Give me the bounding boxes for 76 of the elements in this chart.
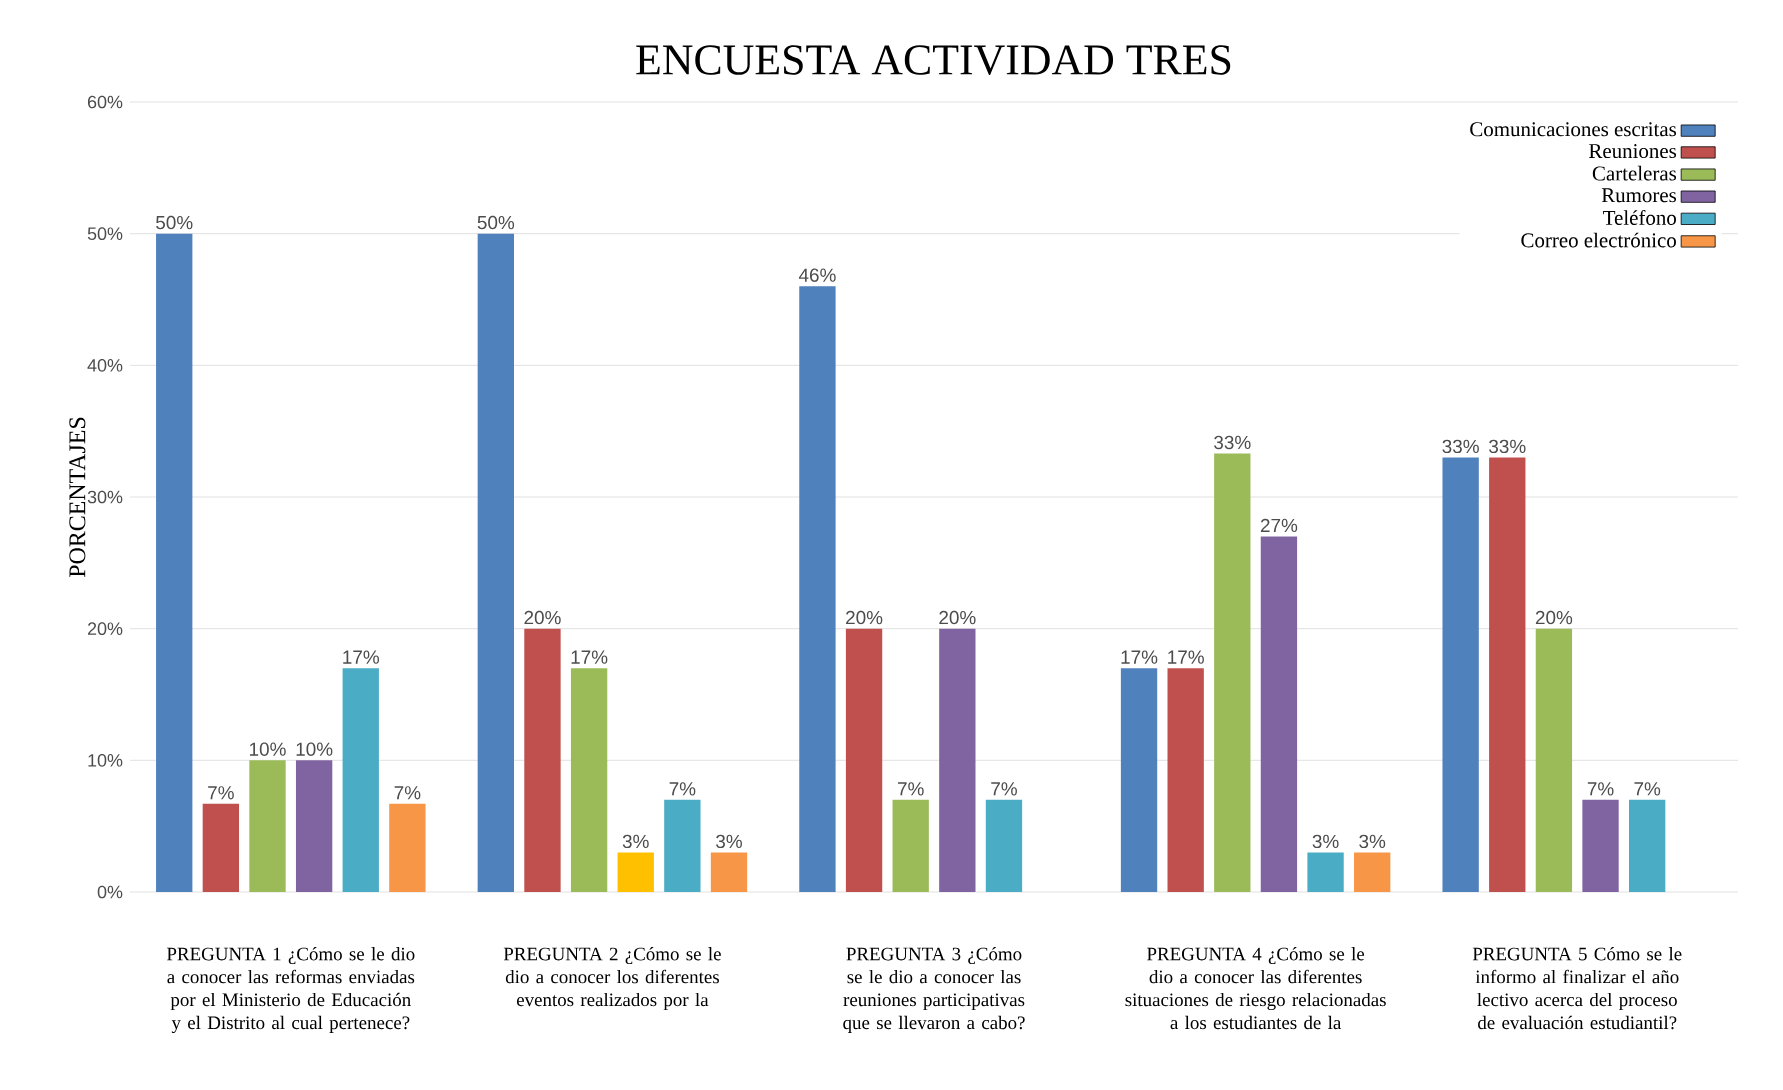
y-tick-label: 0%	[97, 885, 123, 899]
bar	[1307, 852, 1344, 892]
bar	[1442, 457, 1479, 892]
chart-title: ENCUESTA ACTIVIDAD TRES	[636, 45, 1231, 75]
data-label: 7%	[897, 782, 924, 796]
data-label: 20%	[1535, 610, 1573, 625]
bar	[664, 799, 701, 892]
x-tick-label: PREGUNTA 5 Cómo se le informo al finalizar el año lectivo acerca del proceso de evaluación estudiantil?	[1472, 947, 1682, 1030]
bar	[1629, 799, 1666, 892]
data-label: 33%	[1214, 435, 1251, 450]
legend-label: Carteleras	[1592, 165, 1677, 181]
bar	[477, 233, 514, 892]
x-tick-label: PREGUNTA 3 ¿Cómo se le dio a conocer las reuniones participativas que se llevaron a cabo?	[843, 947, 1025, 1033]
bar	[295, 760, 333, 892]
data-label: 17%	[1121, 650, 1158, 664]
data-label: 17%	[1168, 650, 1204, 664]
x-tick-label: PREGUNTA 1 ¿Cómo se le dio a conocer las reformas enviadas por el Ministerio de Educación y el Distrito al cual pertenece?	[166, 947, 415, 1034]
x-tick-label: PREGUNTA 2 ¿Cómo se le dio a conocer los diferentes eventos realizados por la	[503, 947, 721, 1011]
data-label: 7%	[1634, 782, 1661, 796]
bar	[617, 852, 654, 892]
data-label: 27%	[1260, 518, 1298, 533]
legend-label: Teléfono	[1603, 209, 1676, 225]
bar	[1582, 799, 1619, 892]
y-tick-label: 40%	[87, 358, 123, 372]
y-tick-label: 50%	[87, 227, 123, 241]
data-label: 17%	[571, 650, 608, 664]
data-label: 10%	[296, 742, 333, 756]
bar	[156, 233, 193, 892]
legend-label: Correo electrónico	[1521, 232, 1676, 248]
bar	[1535, 628, 1573, 892]
data-label: 7%	[669, 782, 696, 796]
y-tick-label: 20%	[87, 622, 123, 636]
data-label: 3%	[622, 834, 649, 849]
data-label: 20%	[524, 610, 561, 625]
data-label: 46%	[798, 268, 836, 282]
bar	[1489, 457, 1526, 892]
data-label: 50%	[156, 215, 193, 230]
data-label: 7%	[208, 786, 234, 800]
data-label: 50%	[477, 215, 515, 230]
data-label: 17%	[343, 650, 380, 664]
data-label: 3%	[1312, 834, 1339, 849]
data-label: 3%	[716, 834, 742, 849]
bar	[1354, 852, 1391, 892]
bar	[845, 628, 883, 892]
bar	[892, 799, 929, 892]
y-tick-label: 60%	[87, 95, 123, 109]
bar	[985, 799, 1023, 892]
data-label: 7%	[1587, 782, 1614, 796]
y-tick-label: 30%	[87, 490, 123, 504]
bar	[249, 760, 286, 892]
bar	[710, 852, 748, 892]
x-tick-label: PREGUNTA 4 ¿Cómo se le dio a conocer las diferentes situaciones de riesgo relacionadas a los estudiantes de la	[1125, 947, 1386, 1030]
bar	[1214, 453, 1251, 892]
bar	[202, 803, 240, 892]
bar	[524, 628, 561, 892]
data-label: 20%	[939, 610, 976, 625]
data-label: 3%	[1359, 834, 1386, 849]
data-label: 10%	[249, 742, 286, 756]
bar	[570, 668, 608, 892]
data-label: 7%	[991, 782, 1017, 796]
bar	[389, 803, 426, 892]
data-label: 33%	[1442, 439, 1479, 454]
bar	[1167, 668, 1204, 892]
bar	[342, 668, 379, 892]
data-label: 7%	[394, 786, 421, 800]
y-tick-label: 10%	[88, 753, 123, 767]
legend-label: Rumores	[1601, 188, 1677, 203]
bar	[939, 628, 976, 892]
legend-label: Reuniones	[1589, 144, 1677, 159]
data-label: 20%	[846, 610, 883, 625]
data-label: 33%	[1489, 439, 1526, 454]
legend-label: Comunicaciones escritas	[1470, 122, 1677, 137]
bar	[799, 286, 836, 892]
bar	[1260, 536, 1298, 892]
bar	[1120, 668, 1158, 892]
y-axis-title: PORCENTAJES	[69, 417, 86, 578]
